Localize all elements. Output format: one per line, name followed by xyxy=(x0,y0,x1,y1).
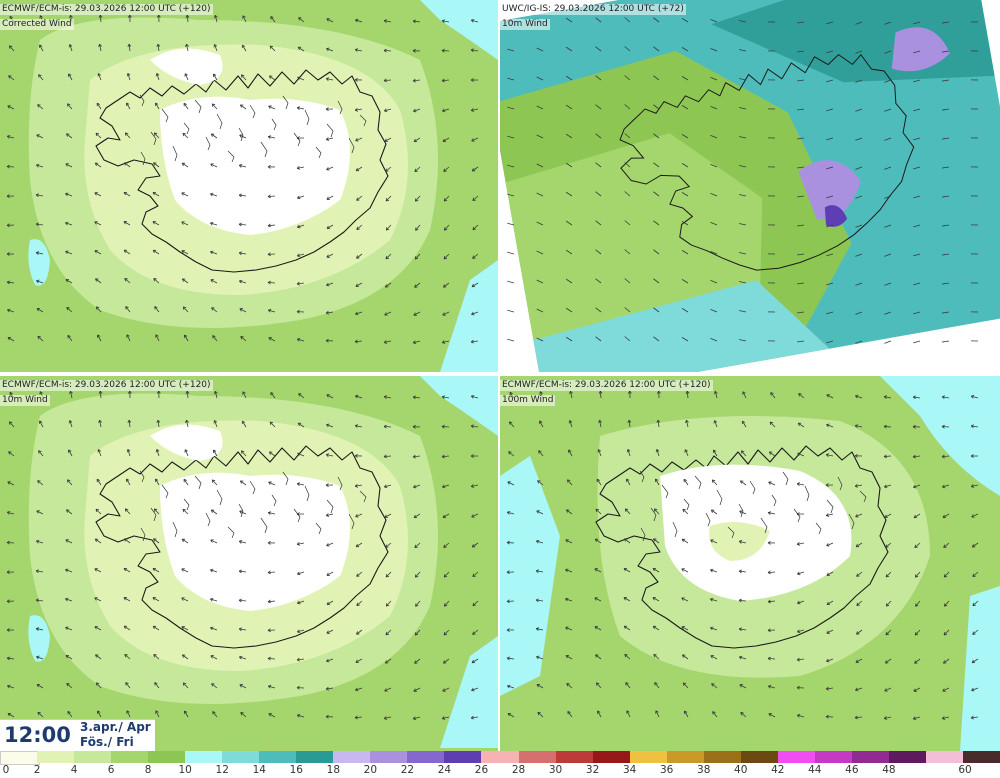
panel-subtitle: 10m Wind xyxy=(500,19,550,30)
scale-tick-label: 22 xyxy=(400,764,415,776)
wind-map xyxy=(0,0,498,372)
scale-tick-label: 6 xyxy=(107,764,115,776)
scale-swatch xyxy=(851,751,890,763)
scale-tick-label: 48 xyxy=(882,764,896,776)
scale-swatch xyxy=(444,751,482,763)
scale-swatch xyxy=(925,751,964,763)
scale-tick-label: 28 xyxy=(511,764,526,776)
scale-tick-label: 4 xyxy=(70,764,78,776)
valid-weekday: Fös./ Fri xyxy=(80,735,134,749)
map-panel-uwc-10m-wind: UWC/IG-IS: 29.03.2026 12:00 UTC (+72) 10… xyxy=(500,0,1000,372)
scale-swatch xyxy=(555,751,594,763)
scale-swatch xyxy=(148,751,186,763)
map-panel-corrected-wind: ECMWF/ECM-is: 29.03.2026 12:00 UTC (+120… xyxy=(0,0,498,372)
scale-tick-label: 14 xyxy=(252,764,266,776)
scale-tick-label: 32 xyxy=(585,764,600,776)
scale-swatch xyxy=(259,751,297,763)
scale-swatch xyxy=(407,751,445,763)
scale-swatch xyxy=(296,751,334,763)
scale-swatch xyxy=(0,751,40,765)
scale-swatch xyxy=(888,751,927,763)
scale-swatch xyxy=(481,751,519,763)
wind-map xyxy=(500,376,1000,751)
scale-tick-label: 38 xyxy=(697,764,711,776)
scale-tick-label: 36 xyxy=(659,764,674,776)
valid-date: 3.apr./ Apr xyxy=(80,720,151,734)
scale-tick-label: 20 xyxy=(363,764,378,776)
panel-subtitle: 100m Wind xyxy=(500,395,556,406)
scale-tick-label: 18 xyxy=(326,764,341,776)
scale-tick-label: 10 xyxy=(178,764,192,776)
scale-swatch xyxy=(592,751,631,763)
map-panel-ecm-100m-wind: ECMWF/ECM-is: 29.03.2026 12:00 UTC (+120… xyxy=(500,376,1000,751)
scale-tick-label: 0 xyxy=(2,764,10,776)
scale-tick-label: 2 xyxy=(33,764,41,776)
scale-swatch xyxy=(962,751,1000,763)
scale-tick-label: 40 xyxy=(734,764,748,776)
scale-swatch xyxy=(740,751,779,763)
scale-swatch xyxy=(666,751,705,763)
scale-tick-label: 44 xyxy=(808,764,822,776)
panel-title: UWC/IG-IS: 29.03.2026 12:00 UTC (+72) xyxy=(500,4,686,15)
scale-swatch xyxy=(185,751,223,763)
scale-swatch xyxy=(814,751,853,763)
scale-tick-label: 12 xyxy=(215,764,229,776)
panel-subtitle: 10m Wind xyxy=(0,395,50,406)
scale-swatch xyxy=(370,751,408,763)
scale-tick-label: 30 xyxy=(548,764,563,776)
scale-tick-label: 8 xyxy=(144,764,152,776)
scale-tick-label: 60 xyxy=(958,764,972,776)
scale-swatch xyxy=(222,751,260,763)
scale-swatch xyxy=(111,751,149,763)
panel-title: ECMWF/ECM-is: 29.03.2026 12:00 UTC (+120… xyxy=(500,380,713,391)
scale-tick-label: 16 xyxy=(289,764,303,776)
scale-swatch xyxy=(629,751,668,763)
wind-speed-color-scale: 0 2 4 6 8 10 12 14 16 18 20 22 24 26 28 30 32 34 36 38 40 42 4… xyxy=(0,751,1000,778)
wind-map xyxy=(500,0,1000,372)
scale-swatch xyxy=(333,751,371,763)
scale-tick-label: 42 xyxy=(771,764,785,776)
map-panel-ecm-10m-wind: ECMWF/ECM-is: 29.03.2026 12:00 UTC (+120… xyxy=(0,376,498,751)
scale-tick-label: 46 xyxy=(845,764,859,776)
wind-map xyxy=(0,376,498,751)
panel-title: ECMWF/ECM-is: 29.03.2026 12:00 UTC (+120… xyxy=(0,4,213,15)
valid-hour: 12:00 xyxy=(4,723,71,747)
panel-title: ECMWF/ECM-is: 29.03.2026 12:00 UTC (+120… xyxy=(0,380,213,391)
scale-swatch xyxy=(518,751,557,763)
panel-subtitle: Corrected Wind xyxy=(0,19,74,30)
scale-tick-label: 24 xyxy=(437,764,452,776)
scale-swatch xyxy=(37,751,75,763)
scale-swatch xyxy=(703,751,742,763)
scale-swatch xyxy=(777,751,816,763)
scale-tick-label: 26 xyxy=(474,764,489,776)
scale-swatch xyxy=(74,751,112,763)
valid-time-box: 12:00 3.apr./ Apr Fös./ Fri xyxy=(0,719,155,752)
scale-tick-label: 34 xyxy=(622,764,637,776)
